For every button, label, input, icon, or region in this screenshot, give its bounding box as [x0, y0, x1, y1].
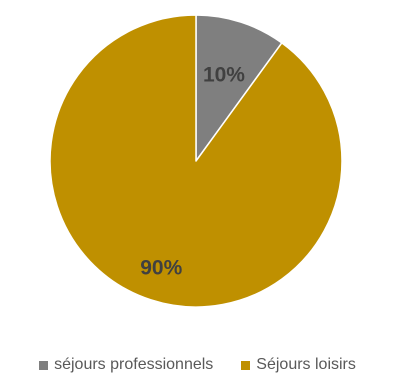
pie-label-professional: 10%	[203, 63, 245, 86]
legend-label-professional: séjours professionnels	[54, 356, 214, 373]
pie-label-leisure: 90%	[140, 256, 182, 279]
legend-label-leisure: Séjours loisirs	[256, 356, 356, 373]
pie-slice-professional	[195, 14, 283, 162]
legend-swatch-professional	[39, 360, 49, 370]
chart-legend: séjours professionnels Séjours loisirs	[0, 355, 395, 375]
pie-slice-leisure	[49, 14, 343, 308]
legend-item-leisure: Séjours loisirs	[241, 356, 356, 374]
legend-swatch-leisure	[241, 360, 251, 370]
legend-item-professional: séjours professionnels	[39, 356, 213, 374]
